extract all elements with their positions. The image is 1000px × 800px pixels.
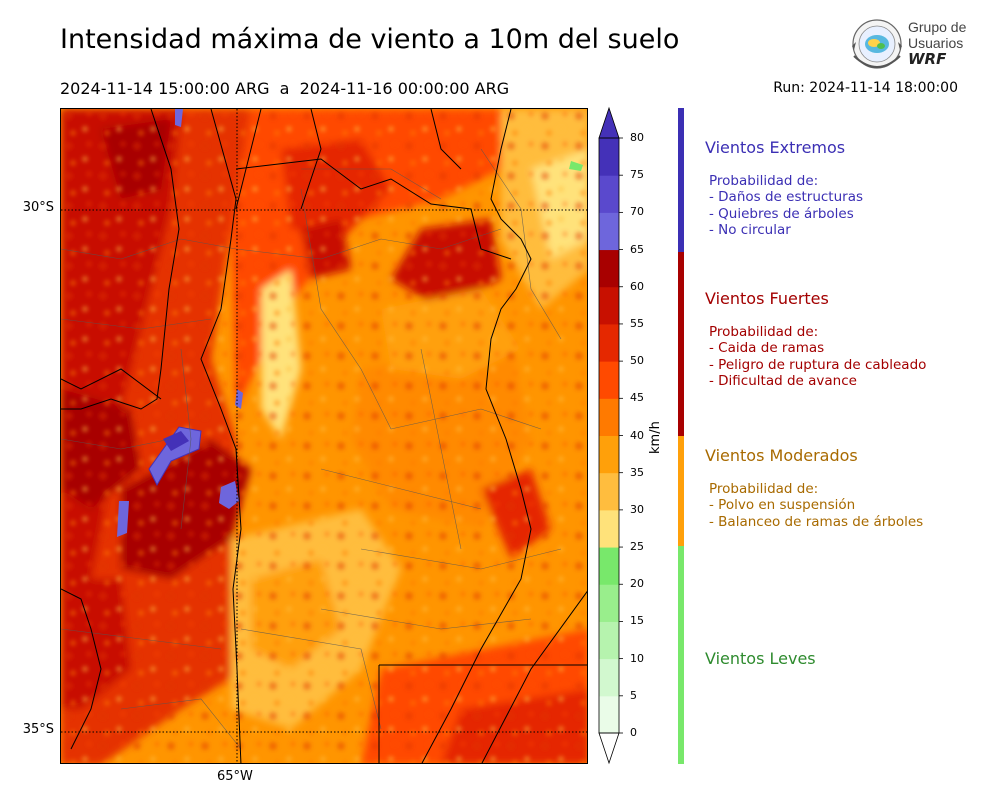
colorbar-segment (599, 658, 619, 697)
desc-line: - Caida de ramas (709, 340, 825, 357)
colorbar-tick-label: 15 (630, 614, 644, 628)
colorbar-segment (599, 509, 619, 548)
colorbar-segment (599, 138, 619, 176)
category-fuertes: Vientos Fuertes Probabilidad de: - Caida… (705, 289, 926, 389)
forecast-period: 2024-11-14 15:00:00 ARG a 2024-11-16 00:… (60, 79, 510, 98)
desc-line: Probabilidad de: (709, 173, 819, 189)
wind-field-layer (61, 109, 587, 763)
category-moderados: Vientos Moderados Probabilidad de: - Pol… (705, 446, 923, 530)
category-description: Probabilidad de: - Daños de estructuras … (705, 173, 863, 238)
wind-map (60, 108, 588, 764)
colorbar-tick-label: 40 (630, 428, 644, 442)
desc-line: - Balanceo de ramas de árboles (709, 513, 924, 530)
desc-line: Probabilidad de: (709, 324, 819, 340)
colorbar-tick-label: 75 (630, 168, 644, 182)
colorbar-tick-label: 65 (630, 242, 644, 256)
wrf-group-logo: Grupo de Usuarios WRF (848, 16, 973, 74)
category-bar-moderados (678, 436, 684, 546)
colorbar-segment (599, 212, 619, 251)
desc-line: - Dificultad de avance (709, 372, 857, 389)
colorbar-tick-label: 70 (630, 205, 644, 219)
colorbar-tick-label: 60 (630, 279, 644, 293)
category-bar-leves (678, 546, 684, 764)
colorbar-tick-label: 35 (630, 465, 644, 479)
chart-title: Intensidad máxima de viento a 10m del su… (60, 24, 680, 55)
colorbar-tick-label: 20 (630, 577, 644, 591)
category-title: Vientos Fuertes (705, 289, 829, 308)
colorbar-tick-label: 55 (630, 316, 644, 330)
category-leves: Vientos Leves (705, 649, 816, 668)
colorbar-segment (599, 472, 619, 511)
colorbar-tick-label: 0 (630, 726, 637, 739)
colorbar-segment (599, 547, 619, 585)
colorbar-segment (599, 621, 619, 660)
category-description: Probabilidad de: - Caida de ramas - Peli… (705, 324, 926, 389)
desc-line: Probabilidad de: (709, 481, 819, 497)
colorbar-max-extension (598, 106, 620, 139)
colorbar-min-extension (598, 732, 620, 765)
colorbar-tick-label: 45 (630, 391, 644, 405)
colorbar-tick-label: 30 (630, 502, 644, 516)
lat-label-30s: 30°S (22, 200, 54, 215)
logo-text-line3: WRF (908, 50, 947, 68)
colorbar-segment (599, 175, 619, 213)
colorbar-segment (599, 323, 619, 362)
desc-line: - No circular (709, 221, 791, 238)
colorbar-segment (599, 249, 619, 288)
desc-line: - Daños de estructuras (709, 189, 864, 206)
logo-text-line2: Usuarios (908, 35, 964, 51)
category-title: Vientos Moderados (705, 446, 858, 465)
lon-label-65w: 65°W (217, 769, 253, 784)
colorbar (598, 106, 623, 765)
category-bar-fuertes (678, 252, 684, 436)
category-description: Probabilidad de: - Polvo en suspensión -… (705, 481, 923, 530)
desc-line: - Peligro de ruptura de cableado (709, 356, 927, 373)
colorbar-unit-label: km/h (648, 421, 663, 454)
category-extremos: Vientos Extremos Probabilidad de: - Daño… (705, 138, 863, 238)
category-title: Vientos Leves (705, 649, 816, 668)
colorbar-tick-label: 50 (630, 354, 644, 368)
lat-label-35s: 35°S (22, 722, 54, 737)
colorbar-tick-label: 80 (630, 131, 644, 144)
desc-line: - Polvo en suspensión (709, 497, 856, 514)
category-bar-extremos (678, 108, 684, 252)
colorbar-segment (599, 286, 619, 325)
colorbar-segment (599, 435, 619, 474)
colorbar-tick-label: 25 (630, 540, 644, 554)
colorbar-segment (599, 695, 619, 734)
colorbar-segment (599, 361, 619, 399)
desc-line: - Quiebres de árboles (709, 205, 854, 222)
colorbar-segment (599, 584, 619, 622)
category-title: Vientos Extremos (705, 138, 846, 157)
colorbar-segment (599, 398, 619, 436)
colorbar-tick-label: 5 (630, 688, 637, 702)
globe-emblem-icon (852, 19, 902, 69)
colorbar-tick-label: 10 (630, 651, 644, 665)
run-timestamp: Run: 2024-11-14 18:00:00 (773, 80, 958, 96)
logo-text-line1: Grupo de (908, 19, 967, 35)
